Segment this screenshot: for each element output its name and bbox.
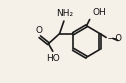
Text: —O: —O — [108, 34, 123, 43]
Text: O: O — [35, 26, 42, 35]
Text: OH: OH — [92, 8, 106, 17]
Text: HO: HO — [46, 54, 60, 62]
Text: NH₂: NH₂ — [56, 9, 73, 18]
